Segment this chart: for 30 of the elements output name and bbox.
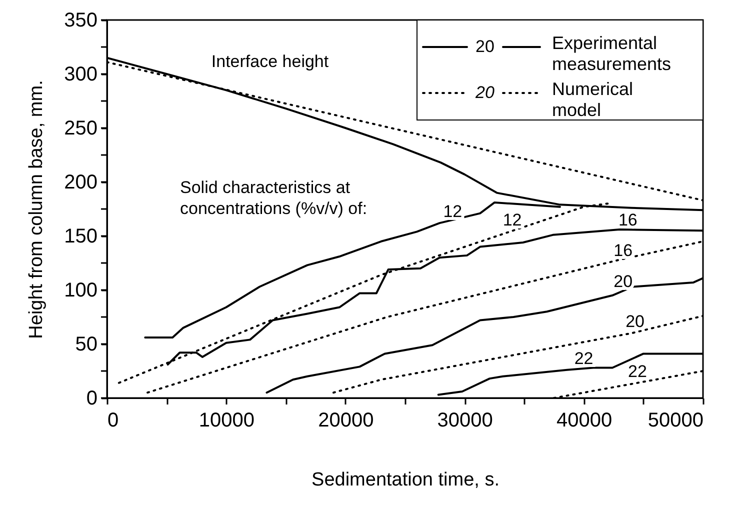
annotation: Solid characteristics at concentrations (%v/v) of: [180,178,368,218]
legend-label: Experimental measurements [552,33,672,74]
annotation: 20 [626,312,645,332]
y-tick-label: 250 [64,118,98,140]
annotation: Interface height [211,52,329,71]
annotation: 22 [574,348,594,368]
annotation: 20 [476,37,494,56]
x-tick-label: 30000 [437,410,493,432]
y-tick-label: 50 [75,334,98,356]
x-axis-title: Sedimentation time, s. [312,470,500,490]
annotation: 20 [474,83,495,102]
y-tick-label: 0 [86,388,98,410]
x-tick-label: 40000 [556,410,612,432]
y-tick-label: 300 [64,64,98,86]
annotation: 16 [618,210,638,230]
y-tick-label: 150 [64,226,98,248]
annotation: 22 [628,362,647,381]
annotation: 16 [614,240,633,260]
legend-label: Numerical model [552,79,634,120]
y-tick-label: 200 [64,172,98,194]
annotation: 12 [443,202,462,221]
x-tick-label: 20000 [318,410,374,432]
annotation: 12 [502,210,522,230]
y-tick-label: 350 [64,10,98,32]
x-tick-label: 10000 [198,410,255,432]
x-tick-label: 50000 [648,410,704,432]
x-tick-label: 0 [108,410,119,432]
y-axis-title: Height from column base, mm. [26,80,48,339]
y-tick-label: 100 [64,280,98,302]
annotation: 20 [614,272,633,292]
